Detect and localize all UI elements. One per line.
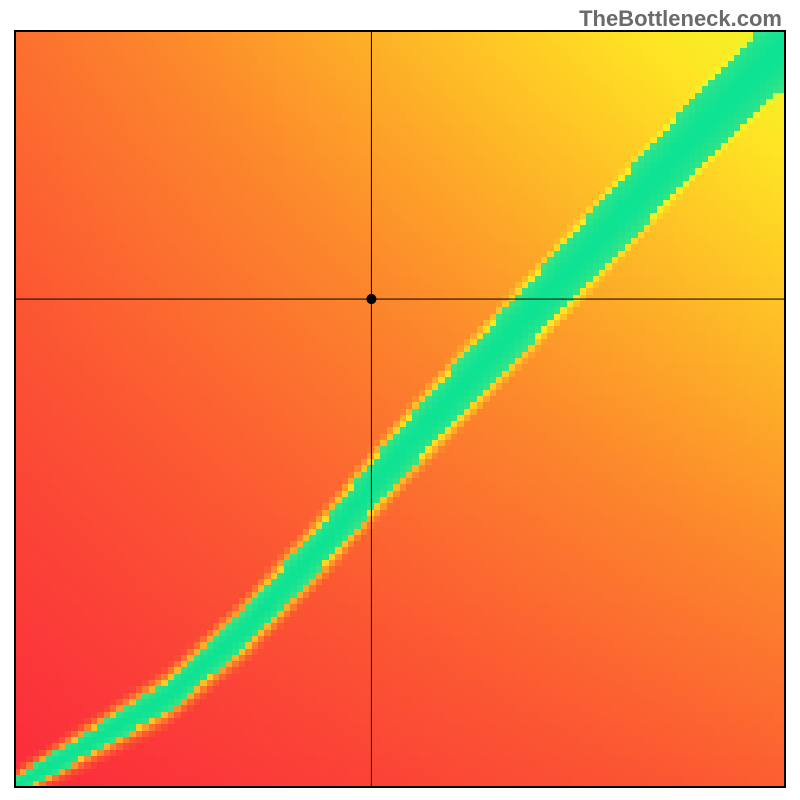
watermark-text: TheBottleneck.com — [579, 6, 782, 32]
bottleneck-heatmap — [14, 30, 786, 788]
